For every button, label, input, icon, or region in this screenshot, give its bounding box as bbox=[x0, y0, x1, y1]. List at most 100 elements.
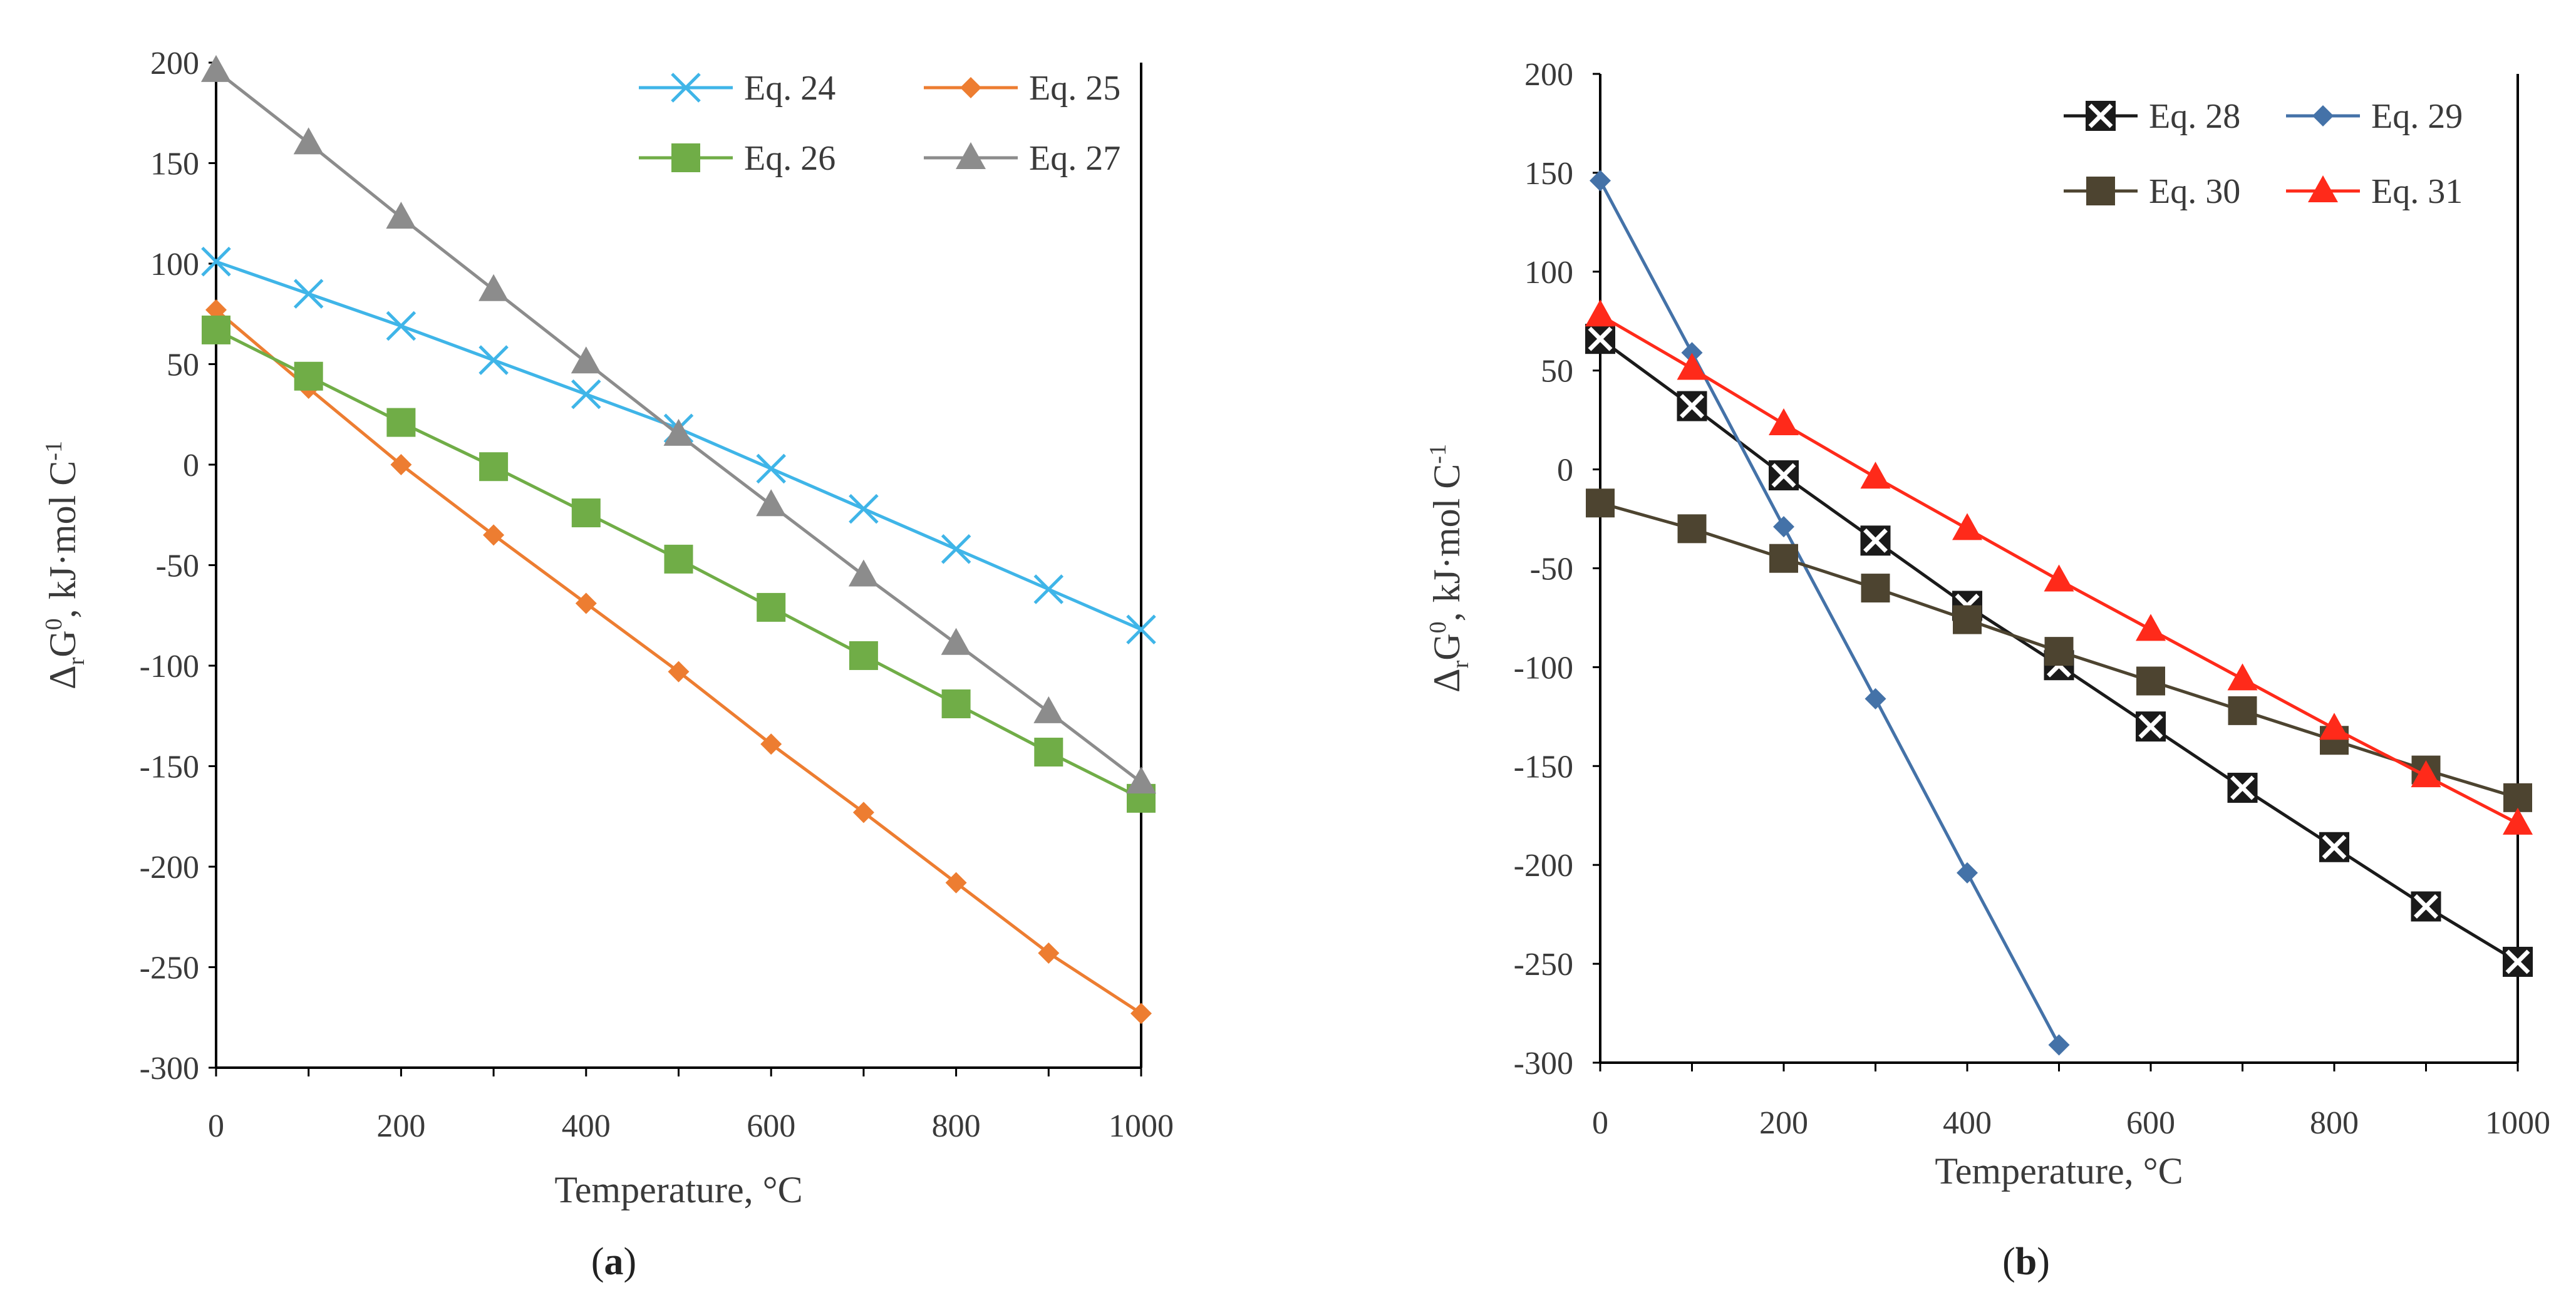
legend-label: Eq. 24 bbox=[744, 69, 835, 108]
legend-item: Eq. 30 bbox=[2064, 172, 2240, 211]
series-eq-30 bbox=[1586, 488, 2532, 812]
y-label-rest: , kJ·mol C bbox=[42, 461, 83, 619]
data-point bbox=[1860, 525, 1891, 556]
legend-item: Eq. 24 bbox=[639, 69, 835, 108]
data-point bbox=[390, 454, 412, 475]
legend-marker bbox=[2308, 175, 2338, 202]
data-point bbox=[386, 408, 416, 437]
x-tick-label: 600 bbox=[747, 1108, 795, 1144]
data-point bbox=[2048, 1034, 2070, 1056]
data-point bbox=[852, 802, 874, 823]
data-point bbox=[1034, 738, 1063, 767]
data-point bbox=[479, 452, 509, 482]
legend-marker bbox=[2312, 105, 2334, 126]
y-label-sup: 0 bbox=[41, 618, 67, 630]
x-tick-label: 0 bbox=[1592, 1105, 1608, 1141]
legend-label: Eq. 28 bbox=[2149, 97, 2240, 136]
data-point bbox=[1585, 324, 1615, 354]
x-tick-label: 0 bbox=[208, 1108, 224, 1144]
y-tick-label: -200 bbox=[1514, 848, 1573, 884]
y-tick-label: 0 bbox=[183, 448, 199, 483]
data-point bbox=[1681, 342, 1703, 364]
y-label-delta: Δ bbox=[42, 665, 83, 689]
y-tick-label: 150 bbox=[150, 147, 199, 182]
data-point bbox=[848, 559, 879, 587]
data-point bbox=[386, 311, 416, 341]
x-tick-label: 200 bbox=[376, 1108, 425, 1144]
y-label-rest: , kJ·mol C bbox=[1426, 464, 1467, 622]
data-point bbox=[478, 345, 509, 375]
data-point bbox=[1677, 391, 1707, 421]
data-point bbox=[849, 641, 878, 670]
legend-item: Eq. 31 bbox=[2286, 172, 2463, 211]
panel-paren-close: ) bbox=[2037, 1241, 2050, 1283]
panel-paren-open: ( bbox=[2002, 1241, 2015, 1283]
data-point bbox=[2136, 666, 2165, 696]
legend: Eq. 24 Eq. 25 Eq. 26 Eq. 27 bbox=[639, 69, 1120, 178]
y-tick-label: -200 bbox=[140, 850, 199, 885]
y-tick-label: -250 bbox=[140, 951, 199, 986]
data-point bbox=[483, 524, 505, 546]
data-point bbox=[668, 661, 690, 683]
data-point bbox=[2227, 773, 2258, 803]
data-point bbox=[1586, 488, 1615, 518]
data-point bbox=[1126, 614, 1156, 644]
data-point bbox=[2411, 891, 2441, 922]
y-tick-label: 100 bbox=[150, 247, 199, 282]
data-point bbox=[2503, 946, 2533, 977]
y-label-sup2: -1 bbox=[41, 441, 67, 461]
legend-marker bbox=[671, 143, 700, 172]
y-tick-label: -100 bbox=[1514, 650, 1573, 686]
data-point bbox=[1033, 574, 1064, 604]
legend-label: Eq. 27 bbox=[1029, 139, 1120, 178]
panel-label: (a) bbox=[591, 1241, 636, 1283]
data-point bbox=[201, 247, 231, 277]
y-tick-label: -300 bbox=[140, 1051, 199, 1086]
y-tick-label: 200 bbox=[1524, 57, 1573, 93]
y-tick-label: 50 bbox=[1541, 354, 1573, 390]
data-point bbox=[2503, 807, 2533, 835]
data-point bbox=[571, 346, 601, 374]
data-point bbox=[1953, 605, 1982, 634]
series-line bbox=[1598, 180, 2061, 1046]
legend: Eq. 28 Eq. 29 Eq. 30 Eq. 31 bbox=[2064, 97, 2463, 211]
x-tick-label: 800 bbox=[2310, 1105, 2359, 1141]
x-tick-label: 400 bbox=[1943, 1105, 1992, 1141]
y-label-g: G bbox=[1426, 633, 1467, 660]
data-point bbox=[205, 299, 227, 321]
series-eq-27 bbox=[201, 54, 1156, 794]
y-tick-label: 100 bbox=[1524, 255, 1573, 291]
data-point bbox=[664, 544, 693, 574]
data-point bbox=[1769, 544, 1798, 573]
y-tick-label: -150 bbox=[140, 750, 199, 785]
legend-label: Eq. 26 bbox=[744, 139, 835, 178]
panel-paren-open: ( bbox=[591, 1241, 604, 1283]
data-point bbox=[2319, 713, 2349, 740]
data-point bbox=[478, 274, 509, 301]
x-tick-label: 800 bbox=[932, 1108, 981, 1144]
x-tick-label: 1000 bbox=[2485, 1105, 2550, 1141]
legend-marker bbox=[2086, 177, 2115, 205]
data-point bbox=[756, 489, 787, 517]
data-point bbox=[1038, 942, 1060, 964]
y-label-delta: Δ bbox=[1426, 668, 1467, 693]
y-label-sup: 0 bbox=[1425, 621, 1451, 633]
data-point bbox=[849, 493, 879, 524]
data-point bbox=[2411, 760, 2441, 788]
y-tick-label: 150 bbox=[1524, 156, 1573, 192]
data-point bbox=[1957, 862, 1978, 884]
data-point bbox=[294, 361, 323, 391]
data-point bbox=[2136, 711, 2166, 742]
legend-item: Eq. 28 bbox=[2064, 97, 2240, 136]
data-point bbox=[2319, 832, 2349, 862]
x-axis-label: Temperature, °C bbox=[1935, 1150, 2183, 1192]
legend-label: Eq. 31 bbox=[2371, 172, 2463, 211]
data-point bbox=[2503, 783, 2532, 812]
data-point bbox=[941, 627, 971, 655]
data-point bbox=[756, 453, 786, 484]
series-eq-31 bbox=[1585, 299, 2533, 835]
y-tick-label: -50 bbox=[1530, 552, 1573, 587]
y-label-sub: r bbox=[63, 657, 90, 665]
